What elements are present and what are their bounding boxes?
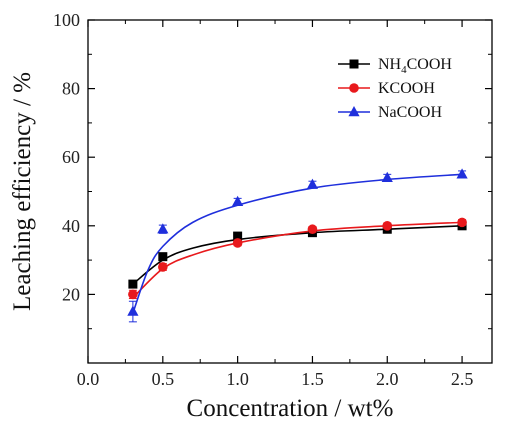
y-tick-label: 100 — [53, 10, 80, 30]
fit-curves — [132, 173, 463, 314]
data-point-series-1 — [158, 262, 168, 272]
data-point-series-1 — [307, 224, 318, 235]
x-tick-label: 0.0 — [77, 369, 100, 389]
legend-label-1: KCOOH — [378, 80, 435, 97]
legend-label-2: NaCOOH — [378, 104, 442, 121]
legend-marker-0 — [349, 59, 359, 69]
data-point-series-2 — [456, 168, 468, 179]
data-point-series-0 — [233, 231, 243, 241]
legend-marker-2 — [348, 106, 360, 117]
data-point-series-2 — [127, 305, 139, 316]
y-axis-title: Leaching efficiency / % — [9, 72, 36, 311]
data-points — [127, 168, 468, 323]
data-point-series-2 — [381, 171, 393, 182]
x-tick-label: 2.5 — [451, 369, 474, 389]
x-tick-label: 0.5 — [152, 369, 175, 389]
data-point-series-2 — [232, 195, 244, 206]
data-point-series-1 — [457, 217, 467, 228]
data-point-series-2 — [157, 223, 169, 234]
data-point-series-2 — [306, 178, 319, 189]
data-point-series-0 — [128, 279, 138, 289]
fit-curve-series-2 — [132, 173, 463, 314]
legend-marker-1 — [349, 83, 359, 93]
y-tick-label: 40 — [62, 216, 80, 236]
x-tick-label: 1.0 — [226, 369, 249, 389]
legend: NH4COOH KCOOH NaCOOH — [338, 56, 452, 121]
data-point-series-1 — [382, 221, 393, 231]
y-tick-label: 60 — [62, 147, 80, 167]
legend-label-0: NH4COOH — [378, 56, 452, 76]
data-point-series-1 — [232, 238, 243, 248]
y-tick-label: 80 — [62, 79, 80, 99]
data-point-series-1 — [128, 289, 138, 300]
axes-group: 0.0 0.5 1.0 1.5 2.0 2.5 20 40 60 80 100 — [53, 10, 493, 389]
x-tick-label: 2.0 — [376, 369, 399, 389]
data-point-series-0 — [158, 252, 168, 262]
x-tick-label: 1.5 — [301, 369, 324, 389]
fit-curve-series-0 — [132, 225, 463, 285]
y-tick-label: 20 — [62, 284, 80, 304]
x-axis-title: Concentration / wt% — [187, 395, 394, 422]
